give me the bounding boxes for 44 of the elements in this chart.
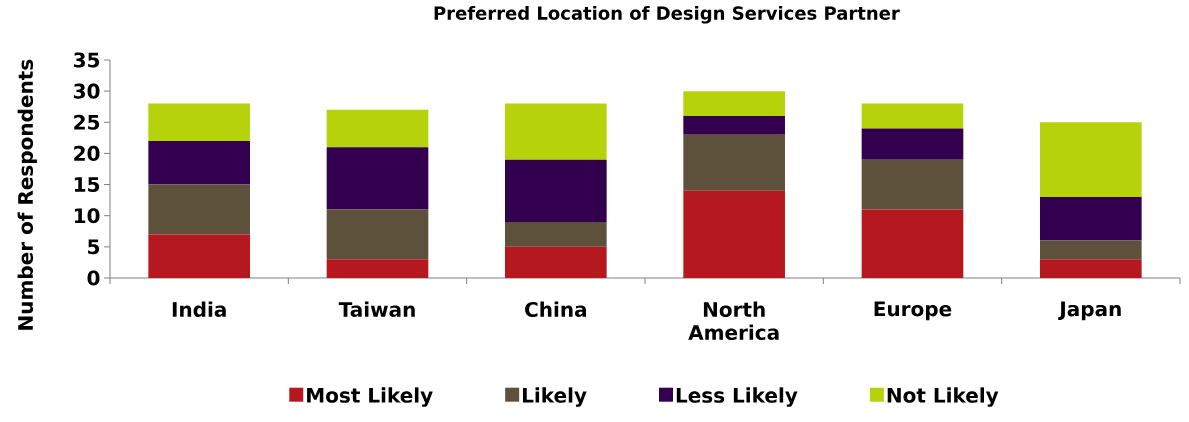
legend-label: Less Likely <box>676 387 798 407</box>
bar <box>861 103 964 129</box>
y-tick-label: 25 <box>74 114 100 130</box>
bar <box>148 234 250 278</box>
y-axis-title: Number of Respondents <box>17 59 37 330</box>
bar <box>861 128 964 160</box>
bar <box>326 259 429 278</box>
bar <box>861 209 964 278</box>
bar <box>326 147 429 210</box>
bar <box>148 140 250 185</box>
legend-label: Most Likely <box>307 387 433 407</box>
x-tick-label: China <box>525 301 587 317</box>
bar <box>326 209 429 260</box>
bar <box>148 103 250 141</box>
bar <box>505 246 607 278</box>
legend-label: Likely <box>523 387 587 407</box>
bar <box>505 159 607 222</box>
y-tick-label: 35 <box>73 52 100 68</box>
bar <box>683 91 785 117</box>
bar <box>1039 259 1142 278</box>
bar <box>505 103 607 160</box>
bar <box>326 109 429 148</box>
bar <box>683 134 785 191</box>
y-tick-label: 0 <box>87 270 100 286</box>
chart-title: Preferred Location of Design Services Partner <box>434 5 900 24</box>
y-tick-label: 20 <box>74 145 100 161</box>
y-tick-label: 15 <box>74 177 100 192</box>
bar <box>683 190 785 278</box>
x-tick-label: North America <box>688 301 779 340</box>
bar <box>505 221 607 247</box>
x-tick-label: Europe <box>874 301 952 321</box>
x-tick-label: Japan <box>1058 301 1121 321</box>
y-tick-label: 10 <box>74 208 100 224</box>
bar <box>683 116 785 135</box>
legend-label: Not Likely <box>887 387 999 407</box>
y-tick-label: 30 <box>73 83 100 99</box>
bar <box>1039 197 1142 241</box>
bar <box>861 159 964 210</box>
bar <box>1039 122 1142 198</box>
bar <box>148 184 250 235</box>
x-tick-label: India <box>172 301 226 317</box>
y-tick-label: 5 <box>88 239 100 255</box>
x-tick-label: Taiwan <box>338 301 415 317</box>
bar <box>1039 240 1142 260</box>
